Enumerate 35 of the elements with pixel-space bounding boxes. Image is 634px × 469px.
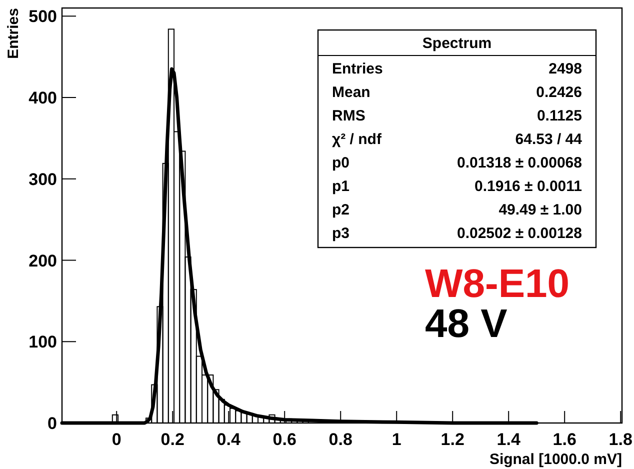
x-tick-label: 0.6 — [272, 430, 296, 449]
y-tick-label: 300 — [28, 170, 57, 189]
y-tick-label: 500 — [28, 7, 57, 26]
y-tick-label: 0 — [48, 414, 57, 433]
annotation: Entries — [332, 60, 383, 78]
annotation: 49.49 ± 1.00 — [498, 202, 582, 218]
x-tick-label: 1.2 — [440, 430, 464, 449]
x-tick-label: 0.4 — [216, 430, 241, 449]
annotation: 0.1125 — [536, 108, 582, 124]
annotation: RMS — [332, 108, 366, 124]
annotation: χ² / ndf — [332, 131, 382, 148]
annotation: 0.01318 ± 0.00068 — [456, 154, 582, 172]
annotation: 2498 — [548, 60, 582, 78]
y-tick-label: 200 — [28, 251, 57, 270]
x-axis-title: Signal [1000.0 mV] — [489, 451, 622, 468]
annotation: p3 — [332, 225, 350, 242]
y-tick-label: 400 — [28, 88, 57, 108]
annotation: p1 — [332, 178, 350, 195]
x-tick-label: 1.8 — [608, 430, 632, 449]
annotation: 64.53 / 44 — [515, 131, 583, 148]
y-axis-title: Entries — [5, 8, 22, 59]
annotation: 0.2426 — [536, 84, 582, 101]
annotation: Spectrum — [422, 35, 492, 52]
x-tick-label: 0 — [112, 430, 122, 449]
x-tick-label: 0.8 — [328, 430, 352, 449]
x-tick-label: 1.6 — [552, 430, 576, 449]
x-tick-label: 0.2 — [160, 430, 184, 449]
x-tick-label: 1.4 — [496, 430, 521, 449]
annotation: Mean — [332, 84, 370, 101]
x-tick-label: 1 — [392, 430, 402, 449]
annotation: 0.1916 ± 0.0011 — [474, 178, 582, 195]
annotation: 0.02502 ± 0.00128 — [456, 225, 582, 242]
annotation: p2 — [332, 202, 350, 218]
y-tick-label: 100 — [28, 332, 57, 352]
annotation: p0 — [332, 154, 350, 172]
